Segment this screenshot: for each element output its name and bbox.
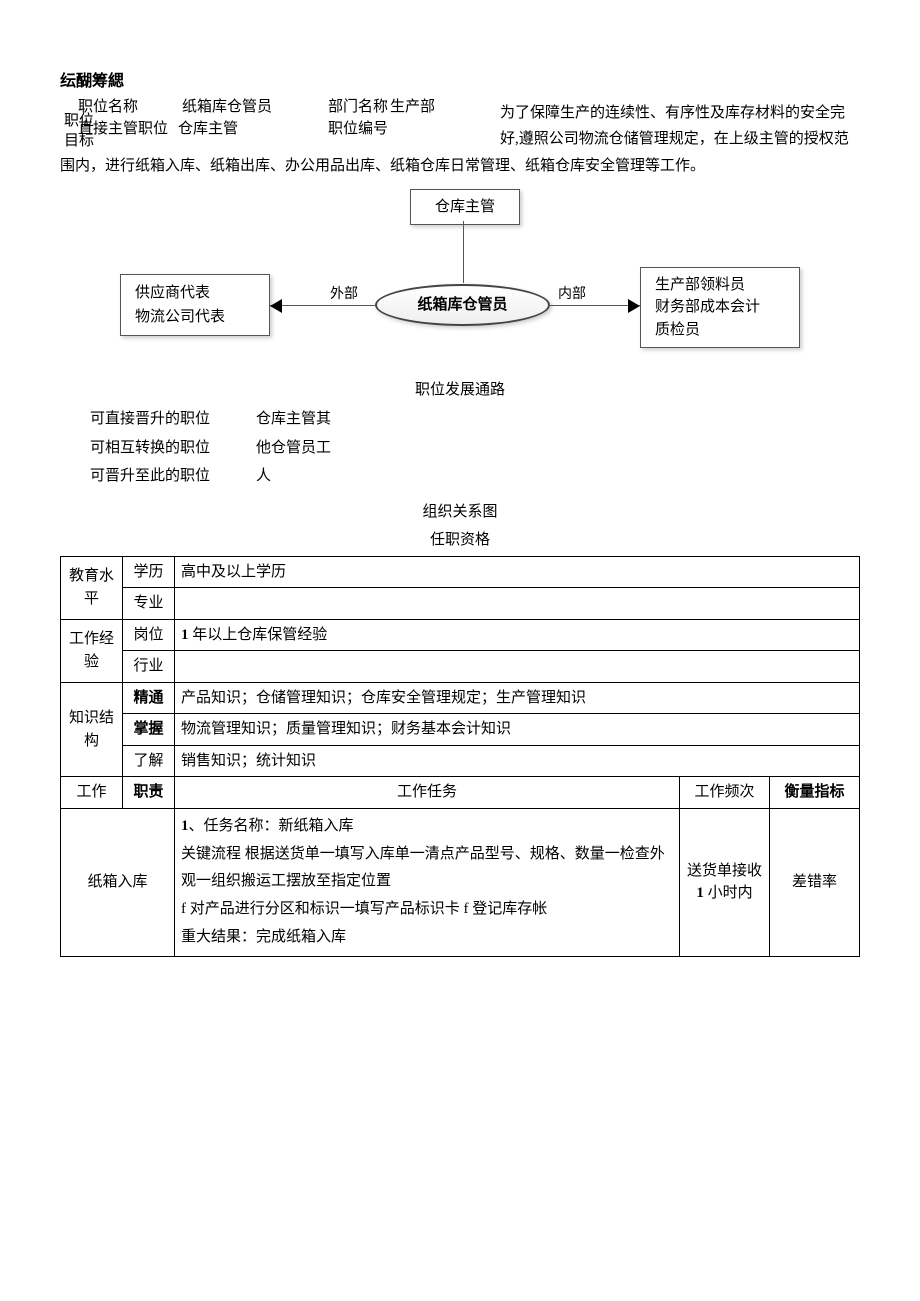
sub-degree: 学历 (123, 556, 175, 588)
qualification-table: 教育水平 学历 高中及以上学历 专业 工作经验 岗位 1 年以上仓库保管经验 行… (60, 556, 860, 957)
val-major (175, 588, 860, 620)
th-duty: 职责 (123, 777, 175, 809)
th-work: 工作 (61, 777, 123, 809)
table-row: 专业 (61, 588, 860, 620)
path-label-3: 可晋升至此的职位 (90, 462, 250, 491)
val-position-exp: 1 年以上仓库保管经验 (175, 619, 860, 651)
task-row: 纸箱入库 1、任务名称：新纸箱入库 关键流程 根据送货单一填写入库单一清点产品型… (61, 808, 860, 956)
arrow-right-icon (628, 299, 640, 313)
task-text: 1、任务名称：新纸箱入库 关键流程 根据送货单一填写入库单一清点产品型号、规格、… (175, 808, 680, 956)
sub-position-exp: 岗位 (123, 619, 175, 651)
sub-major: 专业 (123, 588, 175, 620)
sub-understand: 了解 (123, 745, 175, 777)
flow-connector-vertical (463, 221, 464, 283)
th-metric: 衡量指标 (770, 777, 860, 809)
table-row: 教育水平 学历 高中及以上学历 (61, 556, 860, 588)
table-row: 掌握 物流管理知识；质量管理知识；财务基本会计知识 (61, 714, 860, 746)
table-row: 工作经验 岗位 1 年以上仓库保管经验 (61, 619, 860, 651)
flow-label-external: 外部 (330, 284, 358, 305)
sub-master: 掌握 (123, 714, 175, 746)
flow-label-internal: 内部 (558, 284, 586, 305)
path-label-1: 可直接晋升的职位 (90, 405, 250, 434)
val-proficient: 产品知识；仓储管理知识；仓库安全管理规定；生产管理知识 (175, 682, 860, 714)
career-path-title: 职位发展通路 (60, 379, 860, 402)
goal-flow: 为了保障生产的连续性、有序性及库存材料的安全完好,遵照公司物流仓储管理规定，在上… (60, 100, 860, 179)
career-path-block: 可直接晋升的职位 可相互转换的职位 可晋升至此的职位 仓库主管其 他仓管员工 人 (90, 405, 860, 491)
cat-knowledge: 知识结构 (61, 682, 123, 777)
flow-box-left: 供应商代表 物流公司代表 (120, 274, 270, 336)
task-freq: 送货单接收 1 小时内 (680, 808, 770, 956)
th-task: 工作任务 (175, 777, 680, 809)
path-label-2: 可相互转换的职位 (90, 434, 250, 463)
task-metric: 差错率 (770, 808, 860, 956)
garbled-title: 纭醐筹緦 (60, 70, 860, 94)
val-understand: 销售知识；统计知识 (175, 745, 860, 777)
th-freq: 工作频次 (680, 777, 770, 809)
flow-box-right: 生产部领料员 财务部成本会计 质检员 (640, 267, 800, 349)
sub-proficient: 精通 (123, 682, 175, 714)
cat-education: 教育水平 (61, 556, 123, 619)
arrow-left-icon (270, 299, 282, 313)
flow-connector-right (550, 305, 640, 306)
qualification-title: 任职资格 (60, 529, 860, 552)
path-value-1: 仓库主管其 (256, 405, 331, 434)
val-master: 物流管理知识；质量管理知识；财务基本会计知识 (175, 714, 860, 746)
cat-experience: 工作经验 (61, 619, 123, 682)
sub-industry: 行业 (123, 651, 175, 683)
table-row: 行业 (61, 651, 860, 683)
org-flowchart: 仓库主管 供应商代表 物流公司代表 外部 纸箱库仓管员 内部 生产部领料员 财务… (120, 189, 800, 369)
flow-box-top: 仓库主管 (410, 189, 520, 226)
path-value-2: 他仓管员工 (256, 434, 331, 463)
flow-connector-left (270, 305, 375, 306)
task-duty: 纸箱入库 (61, 808, 175, 956)
val-degree: 高中及以上学历 (175, 556, 860, 588)
flow-center-bubble: 纸箱库仓管员 (375, 284, 550, 326)
task-header-row: 工作 职责 工作任务 工作频次 衡量指标 (61, 777, 860, 809)
table-row: 了解 销售知识；统计知识 (61, 745, 860, 777)
val-industry (175, 651, 860, 683)
table-row: 知识结构 精通 产品知识；仓储管理知识；仓库安全管理规定；生产管理知识 (61, 682, 860, 714)
org-chart-title: 组织关系图 (60, 501, 860, 524)
path-value-3: 人 (256, 462, 331, 491)
